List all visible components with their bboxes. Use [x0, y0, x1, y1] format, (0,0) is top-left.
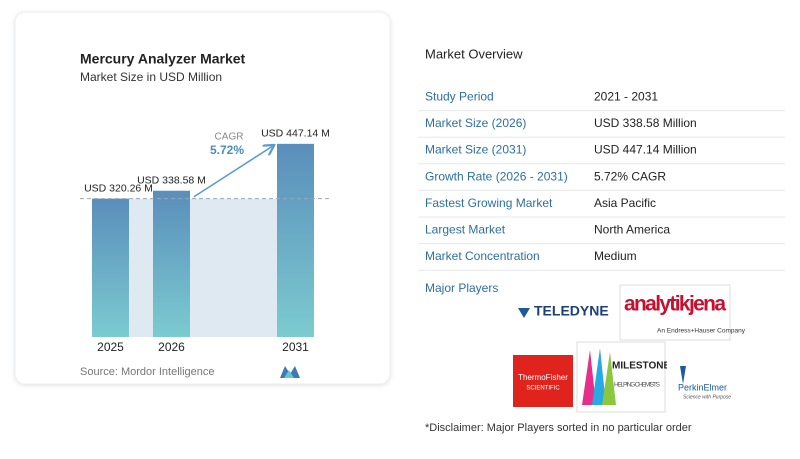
- chart-subtitle: Market Size in USD Million: [80, 70, 222, 84]
- bar: [277, 143, 314, 337]
- logo-text: analytikjena: [624, 293, 726, 316]
- row-value: Medium: [594, 249, 637, 263]
- logo-subtext: HELPING CHEMISTS: [614, 382, 661, 389]
- source-logo: [280, 366, 300, 378]
- x-tick-label: 2025: [97, 340, 124, 354]
- logo-subtext: An Endress+Hauser Company: [657, 328, 746, 335]
- row-label: Market Concentration: [425, 249, 540, 263]
- players-title: Major Players: [425, 281, 498, 295]
- row-value: USD 338.58 Million: [594, 116, 697, 130]
- logo-text: TELEDYNE: [534, 303, 609, 319]
- logo-analytikjena: analytikjena An Endress+Hauser Company: [619, 284, 746, 341]
- logo-text: MILESTONE: [612, 361, 670, 372]
- value-label: USD 320.26 M: [84, 182, 153, 194]
- row-label: Study Period: [425, 89, 494, 103]
- value-label: USD 338.58 M: [137, 175, 206, 187]
- logo-subtext: Science with Purpose: [683, 394, 731, 400]
- bar: [92, 198, 129, 337]
- row-value: 2021 - 2031: [594, 89, 658, 103]
- cagr-value: 5.72%: [210, 143, 244, 157]
- row-value: Asia Pacific: [594, 196, 656, 210]
- source: Source: Mordor Intelligence: [80, 366, 215, 378]
- overview-title: Market Overview: [425, 46, 523, 61]
- logo-teledyne: TELEDYNE: [513, 288, 620, 338]
- logo-subtext: SCIENTIFIC: [526, 386, 560, 392]
- cagr-arrow: [193, 146, 273, 198]
- logo-milestone: MILESTONE HELPING CHEMISTS: [576, 341, 670, 413]
- logo-text: PerkinElmer: [678, 382, 727, 392]
- bar: [153, 190, 190, 337]
- chart-title: Mercury Analyzer Market: [80, 51, 246, 67]
- reference-area: [129, 198, 277, 337]
- row-label: Fastest Growing Market: [425, 196, 553, 210]
- row-value: USD 447.14 Million: [594, 143, 697, 157]
- logo-text: ThermoFisher: [518, 373, 568, 382]
- logo-thermofisher: ThermoFisher SCIENTIFIC: [513, 355, 573, 407]
- row-label: Market Size (2026): [425, 116, 526, 130]
- logo-perkinelmer: PerkinElmer Science with Purpose: [667, 355, 731, 405]
- row-label: Largest Market: [425, 222, 506, 236]
- row-label: Market Size (2031): [425, 143, 526, 157]
- row-value: North America: [594, 222, 670, 236]
- cagr-label: CAGR: [215, 132, 244, 143]
- row-value: 5.72% CAGR: [594, 169, 666, 183]
- x-tick-label: 2031: [282, 340, 309, 354]
- x-tick-label: 2026: [158, 340, 185, 354]
- value-label: USD 447.14 M: [261, 128, 330, 140]
- disclaimer: *Disclaimer: Major Players sorted in no …: [425, 422, 692, 434]
- row-label: Growth Rate (2026 - 2031): [425, 169, 568, 183]
